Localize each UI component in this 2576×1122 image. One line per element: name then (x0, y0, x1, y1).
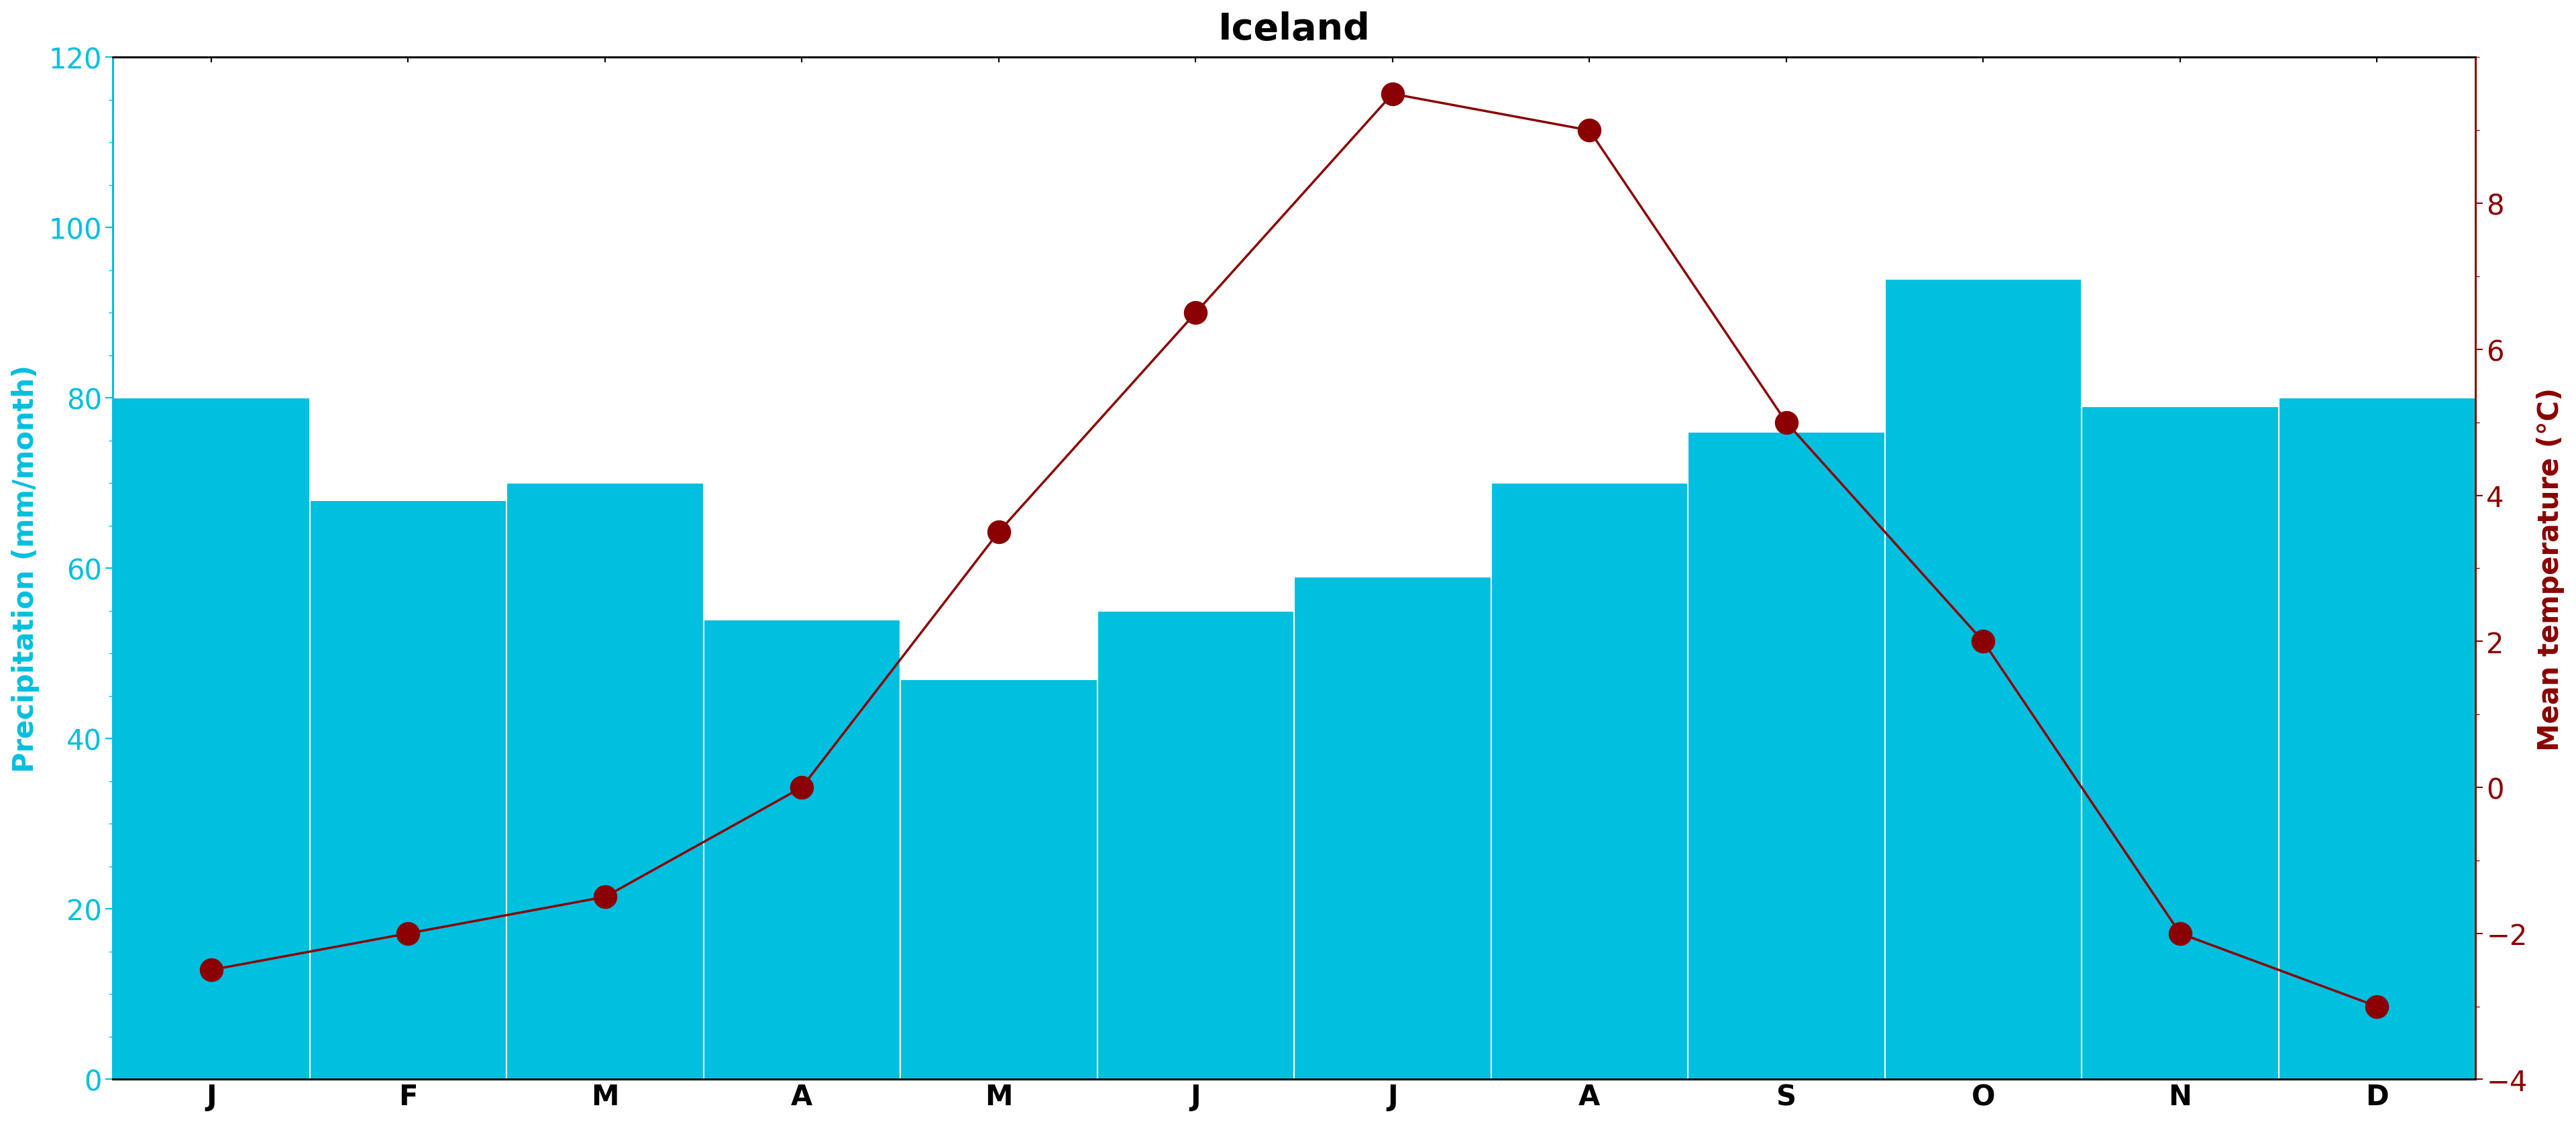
Bar (507, 484, 703, 1079)
Bar (1492, 484, 1687, 1079)
Point (979, 523, 1020, 541)
Point (1963, 633, 2004, 651)
Point (1175, 304, 1216, 322)
Bar (703, 619, 899, 1079)
Bar (1687, 432, 1886, 1079)
Point (1765, 414, 1806, 432)
Bar (899, 679, 1097, 1079)
Bar (1293, 577, 1492, 1079)
Point (585, 888, 626, 905)
Point (1373, 85, 1414, 103)
Bar (1886, 279, 2081, 1079)
Bar (1097, 611, 1293, 1079)
Point (781, 779, 822, 797)
Point (2357, 997, 2398, 1015)
Point (191, 962, 232, 980)
Point (2159, 925, 2200, 942)
Bar (2280, 398, 2476, 1079)
Y-axis label: Mean temperature (°C): Mean temperature (°C) (2537, 387, 2566, 751)
Point (386, 925, 428, 942)
Bar (113, 398, 309, 1079)
Y-axis label: Precipitation (mm/month): Precipitation (mm/month) (10, 365, 39, 772)
Title: Iceland: Iceland (1218, 11, 1370, 47)
Point (1569, 122, 1610, 140)
Bar (2081, 407, 2280, 1079)
Bar (309, 500, 507, 1079)
